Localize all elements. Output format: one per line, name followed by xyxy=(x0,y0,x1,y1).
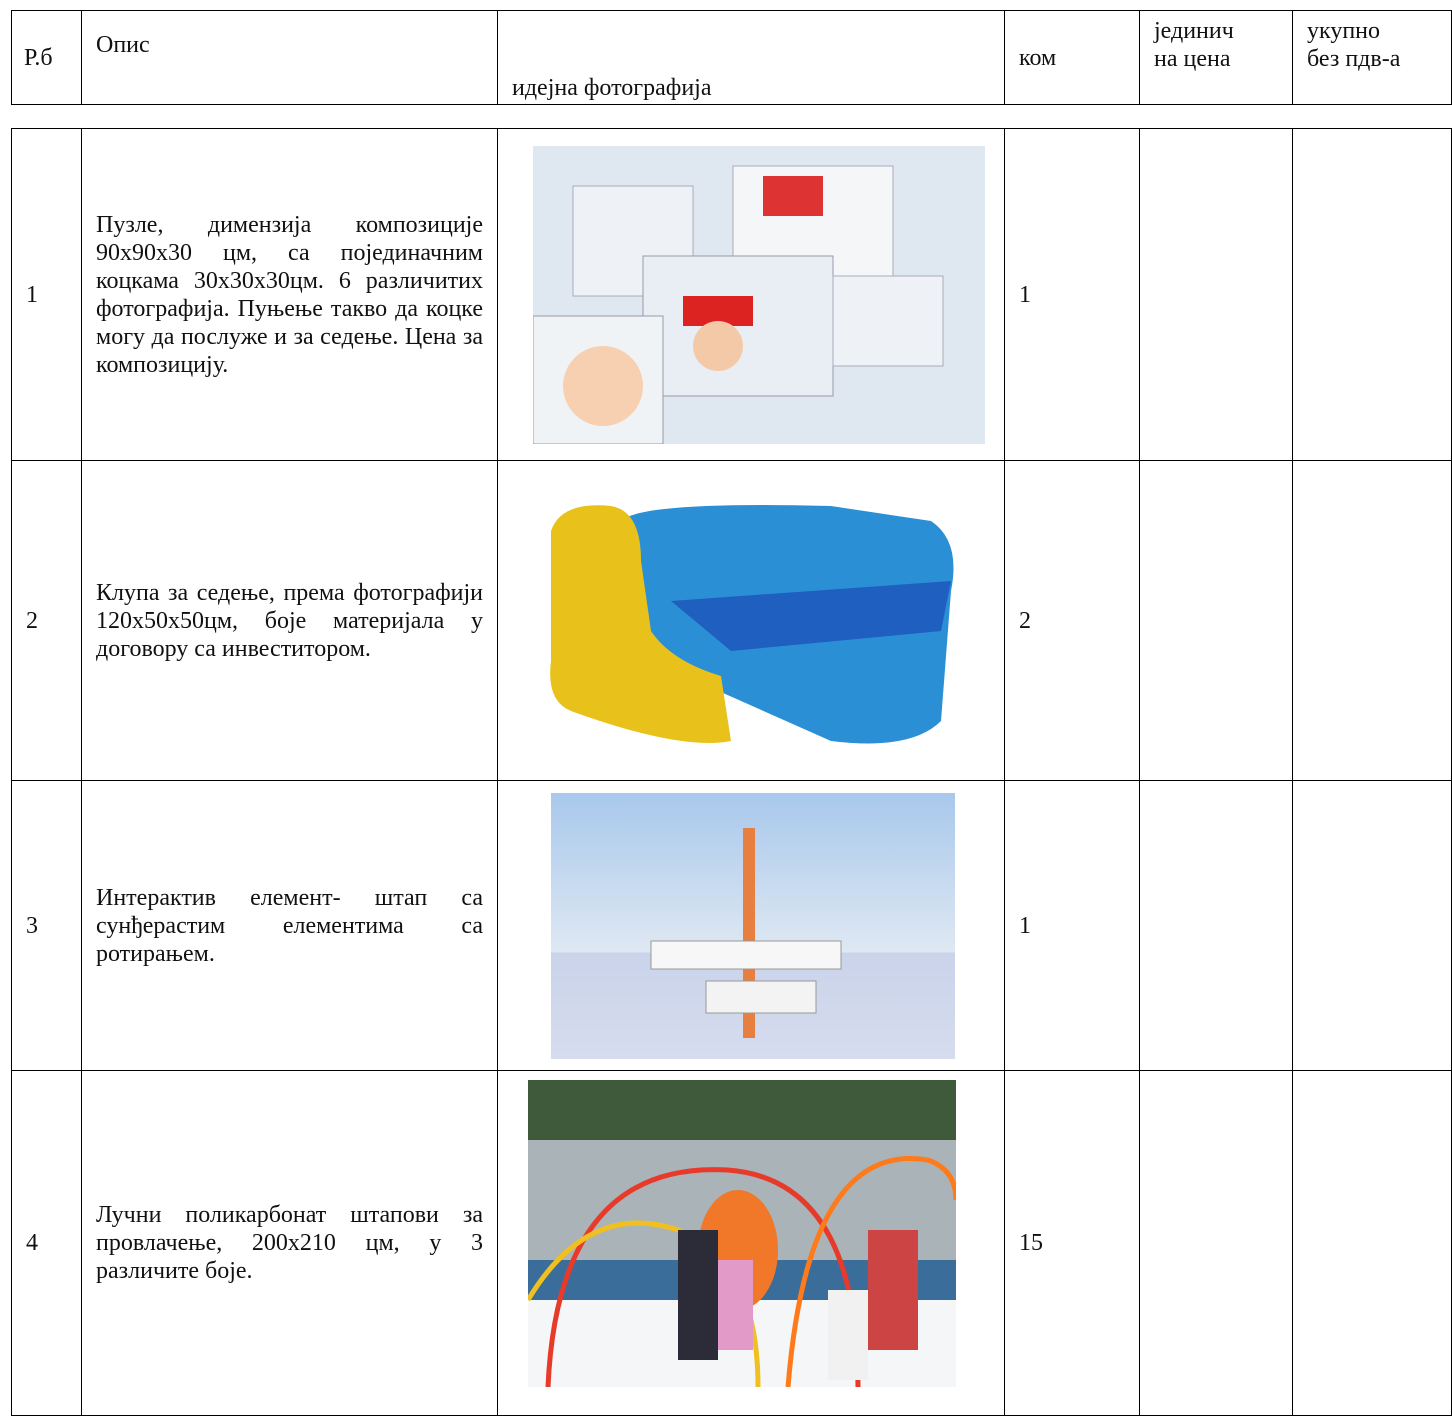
header-text: без пдв-а xyxy=(1307,46,1401,72)
header-text: Р.б xyxy=(24,44,53,71)
header-row: Р.б Опис идејна фотографија ком јединич н… xyxy=(11,10,1452,105)
cell: 1 xyxy=(1004,128,1140,461)
header-text: укупно xyxy=(1307,18,1381,44)
header-table: Р.б Опис идејна фотографија ком јединич н… xyxy=(11,10,1452,105)
header-text: ком xyxy=(1019,44,1057,71)
cell xyxy=(497,460,1005,781)
header-text: Опис xyxy=(96,32,150,58)
item-description: Лучни поликарбонат штапови за провлачење… xyxy=(96,1202,483,1284)
cell xyxy=(1139,128,1293,461)
cell xyxy=(1292,460,1452,781)
cell: Лучни поликарбонат штапови за провлачење… xyxy=(81,1070,498,1416)
header-cell: Опис xyxy=(81,10,498,105)
item-description: Клупа за седење, према фотографији 120x5… xyxy=(96,579,483,662)
header-cell: идејна фотографија xyxy=(497,10,1005,105)
item-row: 2 Клупа за седење, према фотографији 120… xyxy=(11,460,1452,781)
item-row: 4 Лучни поликарбонат штапови за провлаче… xyxy=(11,1070,1452,1416)
cell xyxy=(1292,128,1452,461)
item-number: 1 xyxy=(26,281,38,308)
cell: 3 xyxy=(11,780,82,1071)
header-cell: јединич на цена xyxy=(1139,10,1293,105)
cell xyxy=(1292,1070,1452,1416)
cell: 1 xyxy=(1004,780,1140,1071)
cell: Интерактив елемент- штап са сунђерастим … xyxy=(81,780,498,1071)
cell xyxy=(1139,1070,1293,1416)
item-number: 2 xyxy=(26,607,38,634)
item-row: 3 Интерактив елемент- штап са сунђерасти… xyxy=(11,780,1452,1071)
item-number: 4 xyxy=(26,1230,38,1256)
cell xyxy=(1292,780,1452,1071)
photo-puzzle xyxy=(533,145,985,444)
photo-pole xyxy=(551,792,955,1059)
items-table: 1 Пузле, димензија композиције 90x90x30 … xyxy=(11,128,1452,1416)
cell xyxy=(497,128,1005,461)
header-cell: Р.б xyxy=(11,10,82,105)
cell: Клупа за седење, према фотографији 120x5… xyxy=(81,460,498,781)
cell: 2 xyxy=(1004,460,1140,781)
header-text: јединич xyxy=(1154,18,1234,44)
cell xyxy=(1139,780,1293,1071)
item-description: Пузле, димензија композиције 90x90x30 цм… xyxy=(96,211,483,378)
cell xyxy=(497,1070,1005,1416)
item-quantity: 15 xyxy=(1019,1230,1043,1256)
cell: 1 xyxy=(11,128,82,461)
cell: 15 xyxy=(1004,1070,1140,1416)
item-description: Интерактив елемент- штап са сунђерастим … xyxy=(96,884,483,967)
item-row: 1 Пузле, димензија композиције 90x90x30 … xyxy=(11,128,1452,461)
item-quantity: 1 xyxy=(1019,912,1031,939)
item-quantity: 2 xyxy=(1019,607,1031,634)
header-text: на цена xyxy=(1154,46,1231,72)
item-number: 3 xyxy=(26,912,38,939)
cell: 2 xyxy=(11,460,82,781)
cell xyxy=(1139,460,1293,781)
item-quantity: 1 xyxy=(1019,281,1031,308)
header-cell: укупно без пдв-а xyxy=(1292,10,1452,105)
header-cell: ком xyxy=(1004,10,1140,105)
photo-arches xyxy=(528,1080,956,1387)
cell xyxy=(497,780,1005,1071)
cell: 4 xyxy=(11,1070,82,1416)
photo-bench xyxy=(550,504,954,743)
header-text: идејна фотографија xyxy=(512,75,712,101)
cell: Пузле, димензија композиције 90x90x30 цм… xyxy=(81,128,498,461)
